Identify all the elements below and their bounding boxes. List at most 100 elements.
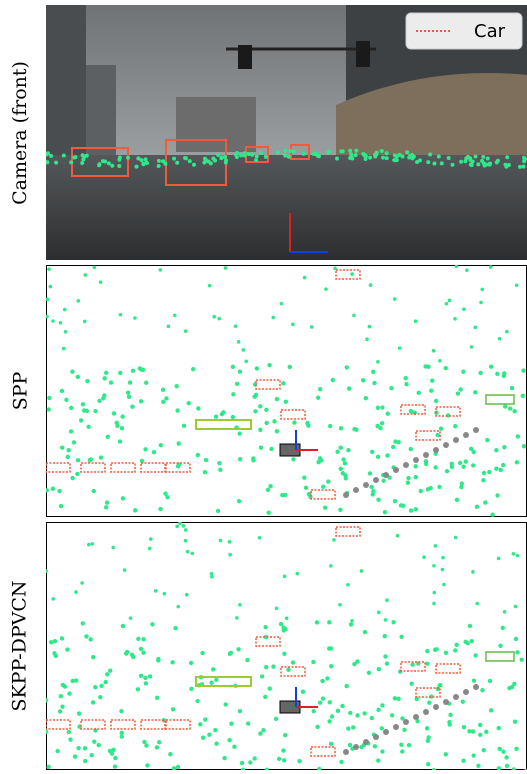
- point: [363, 739, 369, 745]
- point: [458, 461, 462, 465]
- point: [466, 641, 470, 645]
- point: [393, 153, 397, 157]
- bev-panel: [46, 522, 527, 770]
- point: [110, 164, 114, 168]
- point: [287, 155, 291, 159]
- point: [349, 622, 353, 626]
- point: [409, 681, 413, 685]
- point: [479, 301, 483, 305]
- point: [252, 395, 256, 399]
- point: [170, 660, 174, 664]
- point: [250, 153, 254, 157]
- point: [99, 684, 103, 688]
- point: [410, 662, 414, 666]
- point: [143, 447, 147, 451]
- point: [480, 688, 484, 692]
- point: [448, 713, 452, 717]
- point: [286, 668, 290, 672]
- point: [481, 155, 485, 159]
- point: [385, 453, 389, 457]
- point: [490, 513, 494, 517]
- point: [466, 155, 470, 159]
- point: [512, 409, 516, 413]
- legend-text: Car: [474, 21, 506, 42]
- point: [354, 153, 358, 157]
- point: [326, 479, 330, 483]
- point: [353, 487, 359, 493]
- point: [129, 616, 133, 620]
- point: [367, 671, 371, 675]
- point: [165, 495, 169, 499]
- point: [124, 651, 128, 655]
- point: [63, 684, 67, 688]
- point: [346, 726, 350, 730]
- point: [185, 593, 189, 597]
- point: [231, 392, 235, 396]
- point: [455, 498, 459, 502]
- point: [478, 723, 482, 727]
- point: [118, 439, 122, 443]
- point: [156, 657, 160, 661]
- point: [60, 446, 64, 450]
- point: [376, 708, 380, 712]
- point: [328, 700, 332, 704]
- point: [465, 268, 469, 272]
- point: [315, 620, 319, 624]
- camera-image: Car: [46, 5, 527, 260]
- point: [51, 487, 55, 491]
- point: [383, 472, 389, 478]
- point: [515, 460, 519, 464]
- point: [253, 409, 257, 413]
- point: [157, 740, 161, 744]
- point: [348, 711, 352, 715]
- point: [231, 415, 235, 419]
- point: [121, 624, 125, 628]
- point: [246, 721, 250, 725]
- point: [126, 156, 130, 160]
- point: [58, 709, 62, 713]
- point: [432, 591, 436, 595]
- point: [324, 287, 328, 291]
- point: [131, 369, 135, 373]
- point: [362, 711, 366, 715]
- point: [123, 568, 127, 572]
- point: [174, 384, 178, 388]
- point: [424, 459, 428, 463]
- point: [84, 634, 88, 638]
- point: [220, 412, 224, 416]
- point: [79, 418, 83, 422]
- point: [433, 704, 439, 710]
- point: [57, 489, 61, 493]
- point: [136, 637, 140, 641]
- point: [258, 731, 262, 735]
- point: [195, 699, 199, 703]
- point: [332, 538, 336, 542]
- point: [301, 689, 305, 693]
- point: [499, 468, 503, 472]
- point: [275, 397, 279, 401]
- point: [346, 448, 350, 452]
- point: [502, 374, 506, 378]
- point: [157, 159, 161, 163]
- point: [522, 165, 526, 169]
- point: [302, 152, 306, 156]
- point: [376, 406, 380, 410]
- point: [352, 314, 356, 318]
- point: [209, 680, 213, 684]
- point: [258, 536, 262, 540]
- point: [173, 313, 177, 317]
- point: [172, 157, 176, 161]
- point: [272, 419, 276, 423]
- point: [325, 676, 329, 680]
- point: [352, 662, 356, 666]
- point: [223, 702, 227, 706]
- point: [224, 161, 228, 165]
- point: [264, 408, 268, 412]
- point: [268, 686, 272, 690]
- point: [390, 713, 394, 717]
- point: [89, 753, 93, 757]
- point: [427, 700, 431, 704]
- point: [69, 160, 73, 164]
- point: [102, 376, 106, 380]
- point: [136, 156, 140, 160]
